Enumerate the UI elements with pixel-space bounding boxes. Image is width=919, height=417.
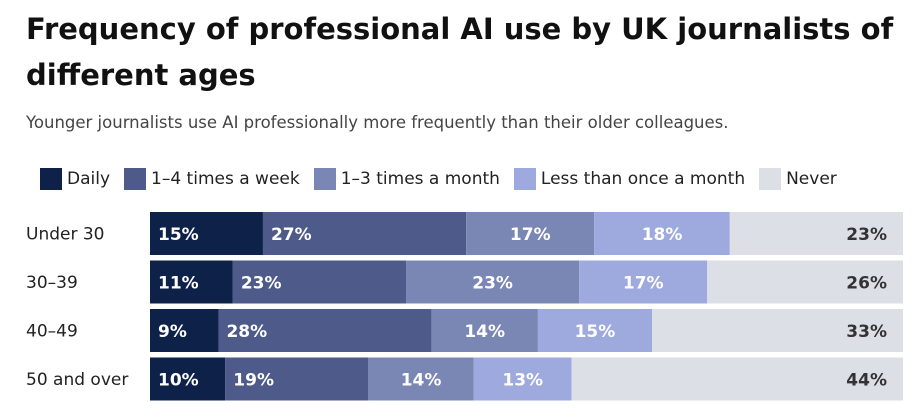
bar-segment [368, 357, 474, 401]
bar-segment [262, 212, 467, 255]
legend-label-weekly: 1–4 times a week [151, 169, 300, 189]
bar-segment [537, 309, 652, 352]
bar-segment [225, 357, 369, 401]
data-label: 33% [846, 322, 887, 342]
category-label: 50 and over [26, 370, 128, 390]
bar-segment [150, 212, 263, 255]
data-label: 10% [158, 371, 199, 391]
legend-label-monthly: 1–3 times a month [340, 169, 500, 189]
data-label: 28% [226, 322, 267, 342]
bar-segment [431, 309, 538, 352]
data-label: 27% [271, 225, 312, 245]
data-label: 23% [846, 225, 887, 245]
legend-label-daily: Daily [67, 169, 111, 189]
legend-item-weekly: 1–4 times a week [124, 168, 300, 190]
data-label: 14% [464, 322, 505, 342]
legend-swatch-weekly [124, 168, 147, 190]
bar-segment [150, 357, 226, 401]
data-label: 23% [472, 274, 513, 294]
bar-segment [729, 212, 903, 255]
chart-subtitle: Younger journalists use AI professionall… [26, 113, 729, 132]
bar-segment [218, 309, 432, 352]
data-label: 15% [158, 225, 199, 245]
bar-segment [406, 260, 580, 304]
bar-segment [707, 260, 903, 304]
category-label: 30–39 [26, 273, 78, 293]
bar-segment [594, 212, 730, 255]
legend-item-monthly: 1–3 times a month [313, 168, 500, 190]
category-label: 40–49 [26, 322, 78, 342]
legend-item-daily: Daily [40, 168, 110, 190]
data-label: 14% [401, 371, 442, 391]
data-label: 17% [623, 274, 664, 294]
bar-segment [652, 309, 903, 352]
chart-title: Frequency of professional AI use by UK j… [26, 12, 894, 92]
bar-segment [466, 212, 595, 255]
legend-label-never: Never [786, 169, 837, 189]
legend: Daily 1–4 times a week 1–3 times a month… [40, 168, 851, 190]
data-label: 26% [846, 274, 887, 294]
data-label: 44% [846, 371, 887, 391]
data-label: 19% [233, 371, 274, 391]
legend-item-rarely: Less than once a month [513, 168, 746, 190]
data-label: 18% [642, 225, 683, 245]
data-label: 11% [158, 274, 199, 294]
legend-swatch-rarely [513, 168, 536, 190]
bar-segment [473, 357, 572, 401]
bar-segment [579, 260, 708, 304]
category-label: Under 30 [26, 225, 105, 245]
bar-segment [232, 260, 407, 304]
legend-item-never: Never [759, 168, 837, 190]
bar-segment [571, 357, 903, 401]
data-label: 15% [575, 322, 616, 342]
bar-segment [150, 260, 233, 304]
legend-swatch-never [759, 168, 782, 190]
data-label: 13% [502, 371, 543, 391]
bar-segment [150, 309, 219, 352]
data-label: 23% [241, 274, 282, 294]
legend-swatch-daily [40, 168, 62, 190]
legend-label-rarely: Less than once a month [540, 169, 746, 189]
data-label: 17% [510, 225, 551, 245]
data-label: 9% [158, 322, 187, 342]
legend-swatch-monthly [313, 168, 336, 190]
